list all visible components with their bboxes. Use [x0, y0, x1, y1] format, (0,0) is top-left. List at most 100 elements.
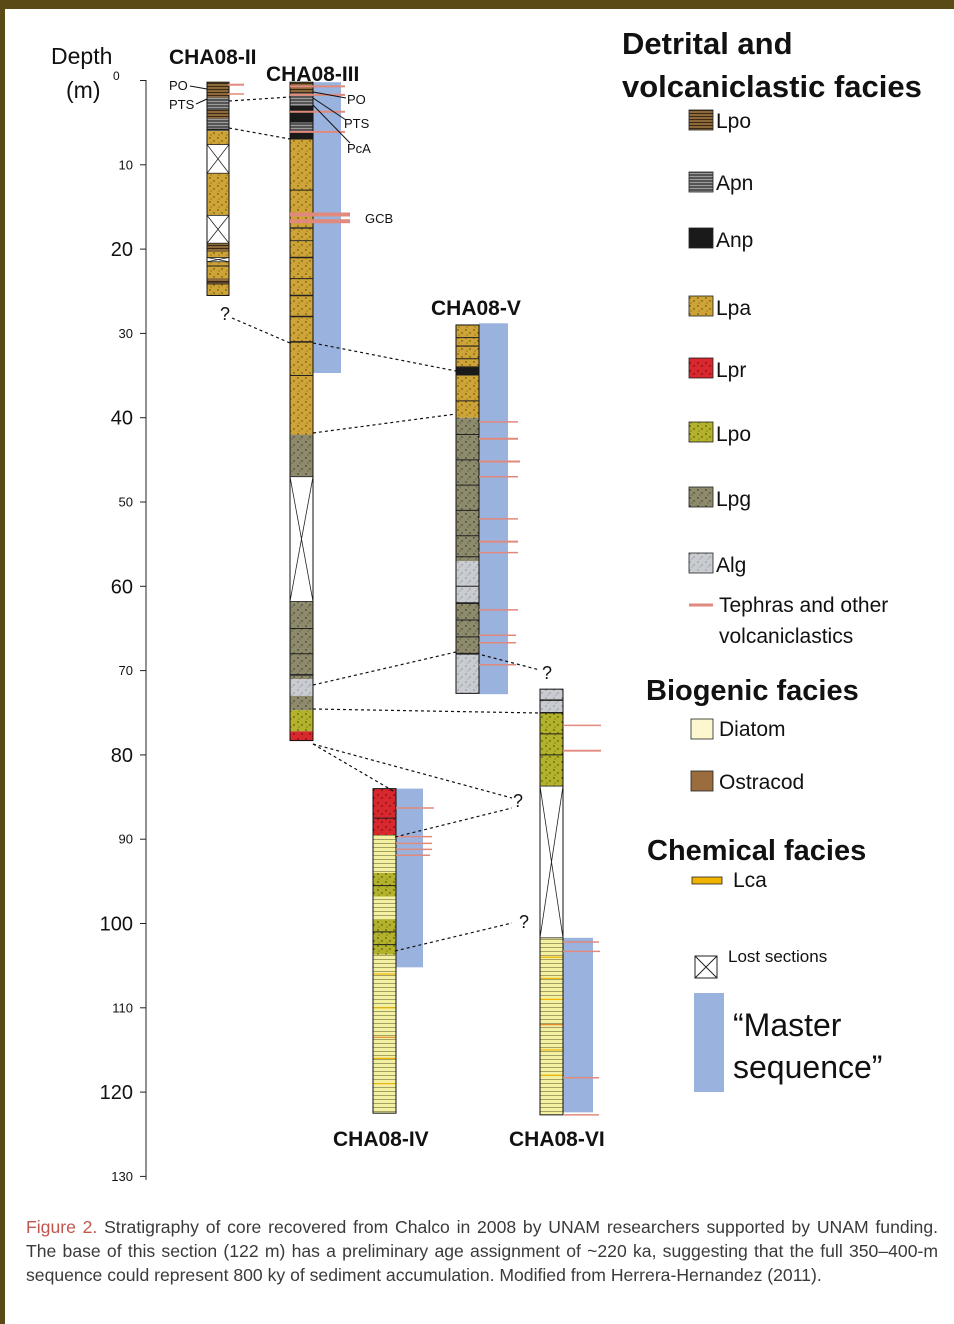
axis-tick-label: 110 [112, 1000, 133, 1015]
legend-swatch-master [694, 993, 724, 1092]
corr-line [312, 708, 541, 714]
legend-label-lost: Lost sections [728, 947, 827, 966]
axis-tick-label: 40 [111, 408, 133, 430]
facies-bed [207, 97, 229, 111]
lost-section-cross [289, 476, 314, 602]
corr-line [312, 651, 457, 686]
master-sequence-bar [479, 323, 508, 695]
facies-bed [456, 561, 479, 604]
master-sequence-bar [396, 788, 423, 968]
legend-title-detrital: Detrital and [622, 26, 793, 61]
legend-swatch-lpr [688, 357, 714, 379]
label-po-cha08-ii: PO [169, 78, 188, 93]
lost-section-cross [206, 144, 230, 174]
facies-bed [373, 788, 396, 835]
legend: Detrital and volcaniclastic facies Lpo A… [622, 26, 922, 1092]
axis-tick-label: 120 [100, 1082, 133, 1104]
label-po-cha08-iii: PO [347, 92, 366, 107]
caption-text: Stratigraphy of core recovered from Chal… [26, 1217, 938, 1285]
legend-title-chemical: Chemical facies [647, 835, 866, 867]
legend-swatch-lpg [688, 486, 714, 508]
question-mark: ? [519, 912, 529, 932]
facies-bed [540, 689, 563, 713]
axis-tick-label: 80 [111, 745, 133, 767]
legend-label-apn: Apn [716, 172, 753, 195]
legend-swatch-lpo-brown [688, 109, 714, 131]
facies-bed [373, 872, 396, 897]
leader-line [189, 85, 208, 90]
legend-title-volcaniclastic: volcaniclastic facies [622, 69, 922, 104]
legend-swatch-diatom [690, 718, 714, 740]
corr-line [394, 922, 513, 952]
facies-bed [456, 375, 479, 418]
core-outline [206, 81, 230, 296]
facies-bed [456, 603, 479, 654]
legend-label-lpa: Lpa [716, 297, 751, 320]
facies-bed [290, 695, 313, 711]
lost-section-cross [539, 786, 564, 938]
axis-tick-label: 50 [119, 495, 133, 510]
depth-axis: Depth (m) 0 10 20 30 40 50 60 70 80 90 100 110 120 13… [51, 43, 147, 1184]
core-title-cha08-vi: CHA08-VI [509, 1128, 605, 1151]
master-sequence-bar [313, 82, 341, 374]
legend-title-biogenic: Biogenic facies [646, 675, 859, 707]
core-outline [289, 81, 314, 742]
leader-line [312, 91, 347, 99]
facies-bed [456, 653, 479, 694]
facies-bed [207, 118, 229, 132]
facies-bed [290, 131, 313, 140]
legend-swatch-lost [694, 955, 718, 979]
correlation-lines [228, 96, 541, 952]
leader-line [312, 97, 347, 121]
question-mark: ? [542, 663, 552, 683]
corr-line [312, 342, 457, 372]
core-cha08-iv [372, 788, 434, 1114]
legend-label-ostracod: Ostracod [719, 771, 804, 794]
facies-bed [290, 710, 313, 732]
legend-swatch-lca [691, 876, 723, 885]
legend-label-lpo-brown: Lpo [716, 110, 751, 133]
legend-label-tephra-2: volcaniclastics [719, 625, 853, 648]
axis-tick-label: 90 [119, 832, 133, 847]
facies-bed [290, 105, 313, 123]
facies-bed [207, 82, 229, 98]
core-cha08-iii [289, 81, 350, 742]
core-columns [206, 81, 601, 1116]
axis-tick-label: 60 [111, 576, 133, 598]
legend-label-alg: Alg [716, 554, 746, 577]
label-pts-cha08-iii: PTS [344, 116, 370, 131]
axis-tick-label: 70 [119, 663, 133, 678]
axis-tick-label: 0 [113, 69, 120, 83]
axis-tick-label: 100 [100, 914, 133, 936]
legend-label-diatom: Diatom [719, 718, 786, 741]
core-title-cha08-ii: CHA08-II [169, 46, 257, 69]
legend-swatch-alg [688, 552, 714, 574]
facies-bed [207, 243, 229, 252]
legend-swatch-lpo-green [688, 421, 714, 443]
legend-label-anp: Anp [716, 229, 753, 252]
legend-label-lpg: Lpg [716, 488, 751, 511]
question-mark: ? [220, 304, 230, 324]
facies-bed [207, 131, 229, 145]
facies-bed [290, 139, 313, 435]
facies-bed [373, 896, 396, 905]
facies-bed [540, 937, 563, 1115]
core-cha08-vi [539, 688, 601, 1116]
core-title-cha08-iv: CHA08-IV [333, 1128, 429, 1151]
facies-bed [373, 954, 396, 1114]
axis-tick-label: 20 [111, 239, 133, 261]
legend-swatch-ostracod [690, 770, 714, 792]
legend-label-master-2: sequence” [733, 1049, 882, 1085]
legend-label-tephra-1: Tephras and other [719, 594, 888, 617]
figure-caption: Figure 2. Stratigraphy of core recovered… [26, 1215, 938, 1287]
facies-bed [207, 251, 229, 258]
lost-section-cross [206, 257, 230, 263]
facies-bed [290, 434, 313, 477]
core-outline [539, 688, 564, 1116]
axis-ticks: 0 10 20 30 40 50 60 70 80 90 100 110 120 130 [100, 69, 146, 1184]
facies-bed [290, 82, 313, 94]
facies-bed [207, 173, 229, 216]
legend-swatch-apn [688, 171, 714, 193]
corr-line [394, 807, 513, 838]
facies-bed [207, 110, 229, 119]
